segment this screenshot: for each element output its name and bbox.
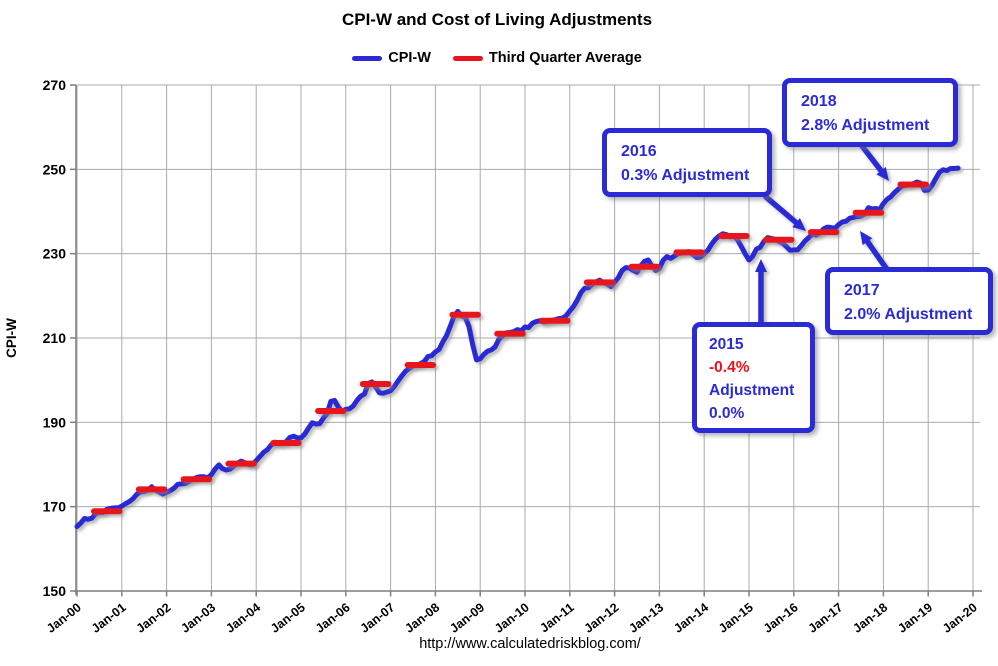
annotation-box-2016: 2016 0.3% Adjustment: [602, 128, 772, 197]
svg-text:Jan-09: Jan-09: [447, 600, 487, 635]
svg-text:Jan-20: Jan-20: [940, 600, 980, 635]
svg-text:Jan-01: Jan-01: [89, 600, 129, 635]
annotation-2017-adjustment: 2.0% Adjustment: [844, 306, 973, 323]
svg-text:Jan-04: Jan-04: [223, 600, 263, 635]
svg-text:Jan-12: Jan-12: [582, 600, 622, 635]
legend-item-third-quarter: Third Quarter Average: [452, 50, 642, 66]
svg-text:Jan-08: Jan-08: [402, 600, 442, 635]
svg-text:Jan-05: Jan-05: [268, 600, 308, 635]
axes: [70, 84, 982, 597]
annotation-2015-adjustment-value: 0.0%: [709, 405, 745, 422]
svg-text:Jan-19: Jan-19: [895, 600, 935, 635]
svg-text:190: 190: [43, 414, 67, 430]
svg-text:Jan-06: Jan-06: [313, 600, 353, 635]
legend-item-cpiw: CPI-W: [352, 50, 431, 66]
annotation-2016-adjustment: 0.3% Adjustment: [621, 167, 750, 184]
svg-text:Jan-10: Jan-10: [492, 600, 532, 635]
svg-text:170: 170: [43, 499, 67, 515]
svg-text:Jan-00: Jan-00: [44, 600, 84, 635]
svg-text:Jan-17: Jan-17: [806, 600, 846, 635]
svg-text:Jan-03: Jan-03: [178, 600, 218, 635]
annotation-2016-year: 2016: [621, 143, 657, 160]
svg-text:150: 150: [43, 583, 67, 599]
svg-text:210: 210: [43, 330, 67, 346]
annotation-2017-year: 2017: [844, 282, 880, 299]
gridlines: [76, 84, 980, 592]
annotation-arrows: [755, 143, 889, 326]
svg-text:Jan-18: Jan-18: [850, 600, 890, 635]
annotation-box-2017: 2017 2.0% Adjustment: [825, 267, 993, 335]
svg-text:Jan-15: Jan-15: [716, 600, 756, 635]
legend: CPI-W Third Quarter Average: [0, 50, 994, 66]
svg-text:Jan-11: Jan-11: [537, 600, 576, 635]
legend-label-cpiw: CPI-W: [388, 50, 431, 66]
source-url: http://www.calculatedriskblog.com/: [419, 636, 641, 652]
annotation-box-2018: 2018 2.8% Adjustment: [782, 78, 958, 147]
cpiw-line-swatch: [352, 55, 383, 61]
svg-text:Jan-16: Jan-16: [761, 600, 801, 635]
svg-text:Jan-14: Jan-14: [671, 600, 711, 635]
svg-text:270: 270: [43, 77, 67, 93]
annotation-box-2015: 2015 -0.4% Adjustment 0.0%: [692, 322, 815, 433]
svg-text:Jan-02: Jan-02: [134, 600, 174, 635]
svg-text:Jan-13: Jan-13: [626, 600, 666, 635]
annotation-2015-change: -0.4%: [709, 359, 750, 376]
third-quarter-line-swatch: [452, 55, 483, 61]
svg-text:250: 250: [43, 161, 67, 177]
chart-title: CPI-W and Cost of Living Adjustments: [341, 10, 653, 29]
legend-label-third-quarter: Third Quarter Average: [488, 50, 642, 66]
annotation-2018-year: 2018: [801, 93, 837, 110]
annotation-2018-adjustment: 2.8% Adjustment: [801, 117, 930, 134]
svg-text:Jan-07: Jan-07: [358, 600, 398, 635]
annotation-2015-year: 2015: [709, 336, 744, 353]
svg-text:CPI-W: CPI-W: [4, 318, 19, 358]
annotation-2015-adjustment-word: Adjustment: [709, 382, 795, 399]
svg-text:230: 230: [43, 246, 67, 262]
cpiw-line: [74, 165, 961, 529]
third-quarter-average-segments: [91, 181, 929, 515]
